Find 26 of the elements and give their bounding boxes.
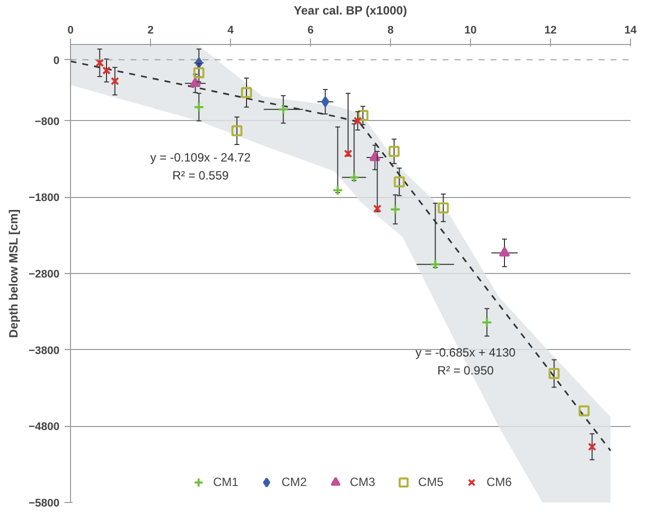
x-tick-label: 4 [227, 24, 234, 36]
legend-label: CM6 [486, 475, 512, 489]
x-tick-label: 12 [544, 24, 557, 36]
x-tick-label: 2 [147, 24, 154, 36]
y-tick-label: 0 [53, 54, 60, 67]
y-tick-label: −1800 [28, 192, 60, 204]
annotation: y = -0.109x - 24.72 [150, 150, 252, 164]
y-axis-title: Depth below MSL [cm] [6, 209, 21, 338]
x-tick-label: 10 [464, 24, 477, 36]
legend-label: CM5 [418, 475, 444, 489]
annotation: y = -0.685x + 4130 [415, 346, 516, 360]
y-tick-label: −2800 [28, 268, 60, 280]
x-tick-label: 8 [387, 24, 394, 36]
y-tick-label: −5800 [28, 498, 60, 510]
y-tick-label: −4800 [28, 421, 60, 434]
x-tick-label: 0 [67, 24, 74, 36]
y-tick-label: −800 [34, 116, 60, 128]
x-tick-label: 6 [307, 24, 314, 36]
annotation: R² = 0.559 [172, 168, 230, 182]
annotation: R² = 0.950 [437, 364, 494, 378]
x-axis-title: Year cal. BP (x1000) [294, 4, 407, 18]
y-tick-label: −3800 [28, 344, 60, 357]
legend-label: CM2 [281, 475, 307, 489]
x-tick-label: 14 [624, 24, 638, 36]
legend-label: CM3 [350, 475, 376, 489]
legend-label: CM1 [213, 475, 238, 489]
